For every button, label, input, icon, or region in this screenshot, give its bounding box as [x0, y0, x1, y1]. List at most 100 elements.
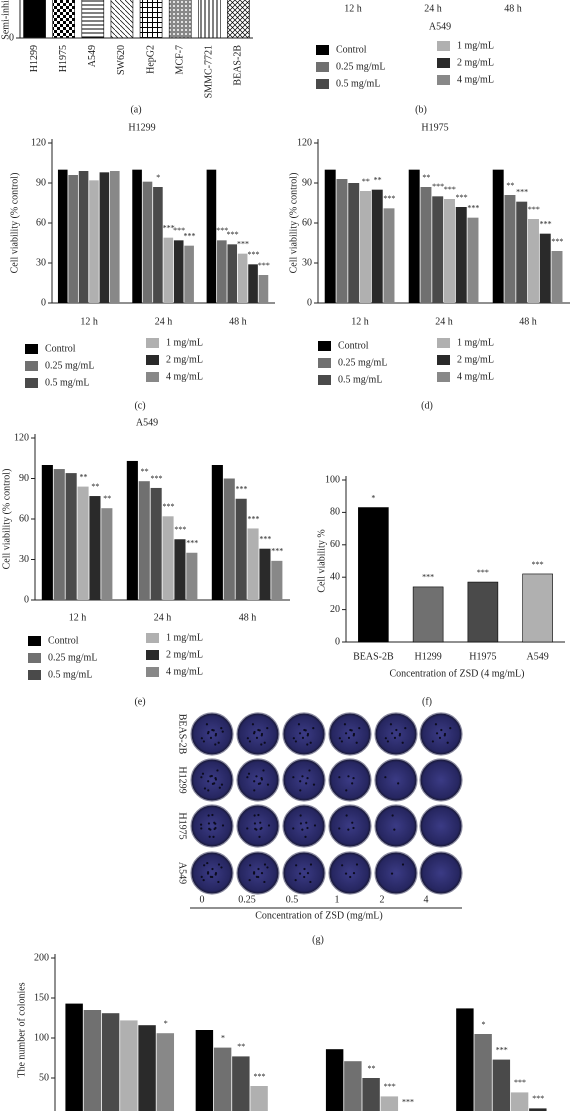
- legend-label: 1 mg/mL: [166, 632, 203, 643]
- bar: [211, 465, 223, 600]
- colony: [212, 835, 215, 838]
- x-tick-label: HepG2: [145, 45, 156, 74]
- significance: ***: [163, 223, 175, 232]
- colony: [220, 866, 223, 869]
- y-tick-label: 60: [302, 217, 312, 228]
- colony: [299, 780, 302, 783]
- bar: [109, 171, 120, 303]
- colony: [203, 864, 206, 867]
- significance: **: [374, 175, 382, 184]
- bar: [132, 169, 142, 303]
- colony: [347, 828, 350, 831]
- bar: [126, 460, 138, 600]
- colony: [347, 775, 350, 778]
- colony: [345, 814, 348, 817]
- colony: [200, 776, 203, 779]
- y-tick-label: 40: [330, 571, 340, 582]
- row-label: H1975: [177, 812, 188, 839]
- colony: [312, 726, 315, 730]
- significance: ***: [258, 261, 270, 270]
- row-label: BEAS-2B: [177, 714, 188, 755]
- colony: [206, 861, 209, 865]
- colony: [246, 827, 249, 830]
- colony: [338, 827, 341, 830]
- colony: [304, 835, 307, 838]
- significance: **: [368, 1064, 376, 1073]
- colony: [393, 736, 397, 739]
- y-axis-label: Cell viability %: [316, 529, 327, 592]
- bar: [412, 586, 444, 643]
- colony: [386, 740, 389, 743]
- bar: [65, 1003, 83, 1111]
- significance: ***: [402, 1097, 414, 1106]
- bar: [362, 1078, 380, 1111]
- significance: ***: [216, 226, 228, 235]
- colony: [344, 872, 348, 875]
- significance: ***: [227, 230, 239, 239]
- colony: [340, 740, 343, 743]
- bar: [258, 275, 269, 303]
- colony: [207, 822, 211, 825]
- significance: ***: [174, 525, 186, 534]
- colony: [209, 736, 213, 739]
- bar: [336, 179, 348, 303]
- colony: [251, 723, 255, 726]
- dish: [328, 758, 372, 802]
- y-tick-label: 0: [307, 297, 312, 308]
- bar-crop: [227, 0, 250, 39]
- bar: [101, 1013, 120, 1111]
- x-tick-label: H1299: [29, 45, 40, 72]
- bar-crop: [52, 0, 75, 39]
- colony: [267, 824, 271, 827]
- colony: [306, 734, 309, 737]
- colony: [295, 864, 298, 867]
- colony: [207, 780, 210, 783]
- bar: [467, 581, 499, 643]
- colony: [350, 729, 353, 732]
- dish: [236, 758, 280, 802]
- legend-label: Control: [48, 635, 79, 646]
- legend-swatch: [316, 45, 329, 55]
- bar: [325, 1049, 344, 1111]
- colony: [309, 880, 312, 884]
- chart-title: A549: [429, 21, 451, 32]
- y-axis-label: Cell viability (% control): [288, 173, 299, 274]
- significance: ***: [540, 219, 552, 228]
- bar: [186, 552, 198, 600]
- colony: [352, 826, 355, 830]
- significance: **: [362, 177, 370, 186]
- colony: [255, 775, 258, 778]
- chart-title: H1975: [421, 122, 448, 133]
- colony: [312, 783, 316, 786]
- colony: [266, 783, 270, 786]
- bar-crop: [23, 0, 46, 39]
- dish: [419, 712, 463, 756]
- bar-crop: [198, 0, 221, 39]
- significance: ***: [496, 1045, 508, 1054]
- colony: [301, 736, 305, 739]
- x-tick-label: BEAS-2B: [353, 651, 394, 662]
- y-tick-label: 120: [297, 137, 312, 148]
- legend-swatch: [25, 344, 38, 354]
- y-tick-label: 0: [41, 297, 46, 308]
- dish: [419, 851, 463, 895]
- bar: [528, 219, 539, 303]
- y-tick-label: 80: [330, 507, 340, 518]
- legend-swatch: [437, 372, 450, 382]
- x-tick-label: 12 h: [351, 316, 369, 327]
- colony: [199, 823, 203, 826]
- colony: [391, 814, 394, 817]
- colony: [306, 743, 309, 746]
- colony: [205, 723, 209, 726]
- significance: ***: [247, 514, 259, 523]
- y-tick-label: 90: [36, 177, 46, 188]
- legend-label: 4 mg/mL: [166, 666, 203, 677]
- colony: [434, 723, 438, 726]
- x-tick-label: 48 h: [229, 316, 247, 327]
- significance: ***: [432, 182, 444, 191]
- colony: [443, 734, 446, 737]
- colony: [303, 875, 306, 879]
- legend-swatch: [146, 650, 159, 660]
- significance: *: [156, 173, 160, 182]
